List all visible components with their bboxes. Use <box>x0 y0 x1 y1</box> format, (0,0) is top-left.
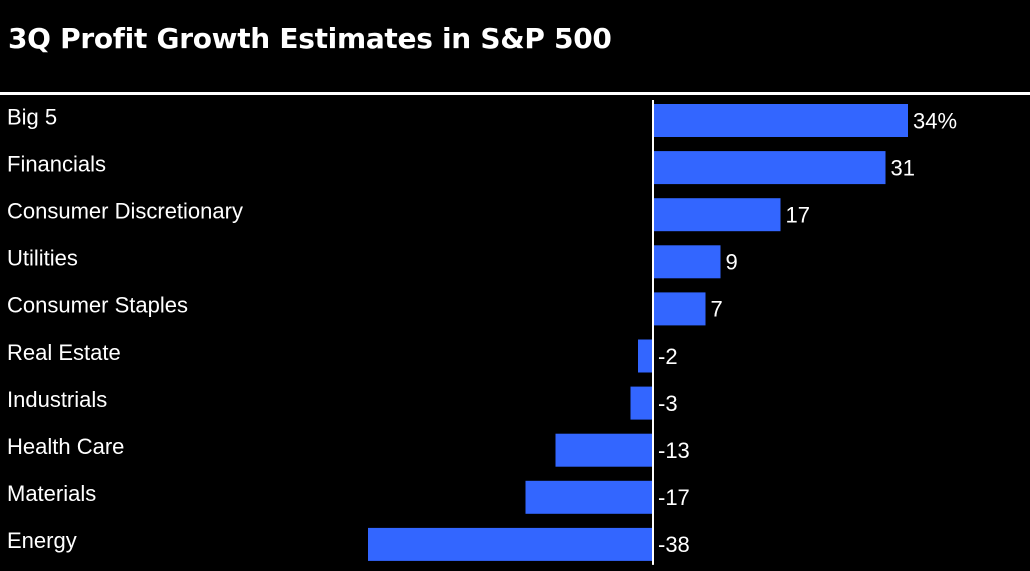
bar-consumer-staples <box>653 292 706 326</box>
bar-utilities <box>653 245 721 279</box>
category-label-health-care: Health Care <box>7 434 124 459</box>
bar-real-estate <box>638 339 653 373</box>
title-divider <box>0 92 1030 95</box>
category-label-consumer-discretionary: Consumer Discretionary <box>7 199 243 224</box>
bar-energy <box>368 527 653 561</box>
value-label-materials: -17 <box>658 485 690 510</box>
chart-title: 3Q Profit Growth Estimates in S&P 500 <box>8 22 612 55</box>
bar-health-care <box>555 433 653 467</box>
value-label-energy: -38 <box>658 532 690 557</box>
value-label-consumer-staples: 7 <box>711 297 723 322</box>
value-label-utilities: 9 <box>726 250 738 275</box>
value-label-real-estate: -2 <box>658 344 678 369</box>
category-label-financials: Financials <box>7 151 106 176</box>
bar-materials <box>525 480 653 514</box>
category-label-big-5: Big 5 <box>7 104 57 129</box>
bar-big-5 <box>653 104 908 137</box>
value-label-big-5: 34% <box>913 108 957 133</box>
category-label-energy: Energy <box>7 528 77 553</box>
category-label-real-estate: Real Estate <box>7 340 121 365</box>
category-label-materials: Materials <box>7 481 96 506</box>
labels-layer: Big 5 34% Financials 31 Consumer Discretiona… <box>7 104 957 557</box>
category-label-industrials: Industrials <box>7 387 107 412</box>
bar-consumer-discretionary <box>653 198 781 232</box>
value-label-consumer-discretionary: 17 <box>786 203 810 228</box>
category-label-consumer-staples: Consumer Staples <box>7 293 188 318</box>
value-label-industrials: -3 <box>658 391 678 416</box>
bars-layer <box>368 104 908 561</box>
value-label-health-care: -13 <box>658 438 690 463</box>
bar-financials <box>653 151 886 185</box>
bar-industrials <box>630 386 653 420</box>
category-label-utilities: Utilities <box>7 246 78 271</box>
value-label-financials: 31 <box>891 155 915 180</box>
